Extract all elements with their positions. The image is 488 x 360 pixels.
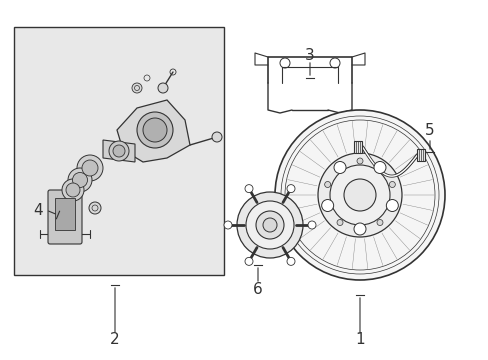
Circle shape [321, 199, 333, 212]
Circle shape [137, 112, 173, 148]
Circle shape [109, 141, 129, 161]
Text: 1: 1 [354, 333, 364, 347]
Circle shape [158, 83, 168, 93]
Circle shape [373, 162, 385, 174]
Circle shape [245, 201, 293, 249]
Circle shape [256, 211, 284, 239]
Circle shape [286, 257, 294, 265]
Circle shape [307, 221, 315, 229]
Circle shape [72, 172, 87, 188]
Circle shape [286, 185, 294, 193]
Circle shape [89, 202, 101, 214]
Circle shape [343, 179, 375, 211]
Circle shape [356, 158, 362, 164]
Circle shape [324, 181, 330, 188]
Polygon shape [117, 100, 190, 162]
Circle shape [142, 118, 167, 142]
Text: 3: 3 [305, 48, 314, 63]
Polygon shape [416, 149, 424, 161]
Text: 2: 2 [110, 333, 120, 347]
Circle shape [274, 110, 444, 280]
Circle shape [263, 218, 276, 232]
Text: 4: 4 [33, 202, 43, 217]
FancyBboxPatch shape [48, 190, 82, 244]
Circle shape [317, 153, 401, 237]
Circle shape [82, 160, 98, 176]
Circle shape [113, 145, 125, 157]
Text: 5: 5 [425, 122, 434, 138]
Circle shape [237, 192, 303, 258]
Circle shape [68, 168, 92, 192]
Circle shape [353, 223, 365, 235]
Circle shape [224, 221, 231, 229]
Circle shape [329, 165, 389, 225]
Circle shape [212, 132, 222, 142]
Circle shape [333, 162, 346, 174]
Bar [55, 198, 75, 230]
Polygon shape [103, 140, 135, 162]
Circle shape [132, 83, 142, 93]
Circle shape [388, 181, 394, 188]
Text: 6: 6 [253, 283, 263, 297]
Circle shape [244, 257, 252, 265]
Polygon shape [353, 141, 361, 153]
Circle shape [77, 155, 103, 181]
Circle shape [66, 183, 80, 197]
Circle shape [376, 220, 382, 225]
Circle shape [62, 179, 84, 201]
Circle shape [336, 220, 342, 225]
Circle shape [244, 185, 252, 193]
Circle shape [386, 199, 398, 212]
Bar [14, 27, 224, 275]
